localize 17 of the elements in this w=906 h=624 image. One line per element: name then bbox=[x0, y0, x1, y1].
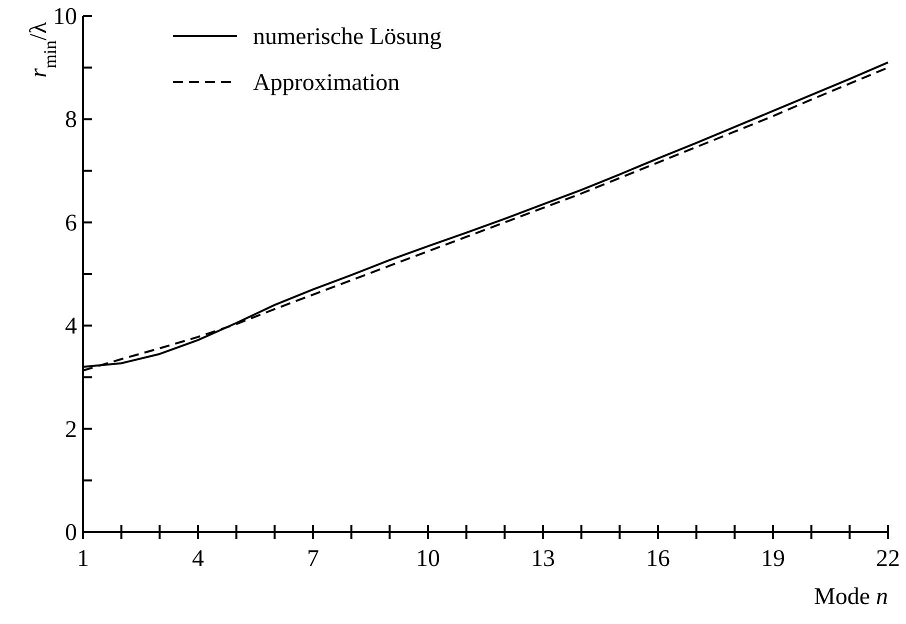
y-tick-label: 10 bbox=[53, 4, 77, 30]
x-tick-label: 19 bbox=[761, 546, 785, 572]
y-tick-label: 8 bbox=[65, 107, 77, 134]
y-tick-label: 2 bbox=[65, 416, 77, 443]
y-tick-label: 4 bbox=[65, 314, 77, 340]
x-axis-title: Mode n bbox=[814, 584, 888, 610]
x-tick-label: 1 bbox=[77, 546, 89, 572]
x-tick-label: 4 bbox=[192, 546, 204, 572]
legend-label: Approximation bbox=[253, 70, 400, 96]
x-tick-label: 22 bbox=[876, 546, 900, 572]
x-tick-label: 16 bbox=[646, 546, 670, 572]
x-tick-label: 10 bbox=[416, 546, 440, 572]
legend-label: numerische Lösung bbox=[253, 24, 442, 50]
y-tick-label: 6 bbox=[65, 210, 77, 236]
y-tick-label: 0 bbox=[65, 520, 77, 546]
x-tick-label: 7 bbox=[307, 546, 319, 572]
x-tick-label: 13 bbox=[531, 546, 555, 572]
